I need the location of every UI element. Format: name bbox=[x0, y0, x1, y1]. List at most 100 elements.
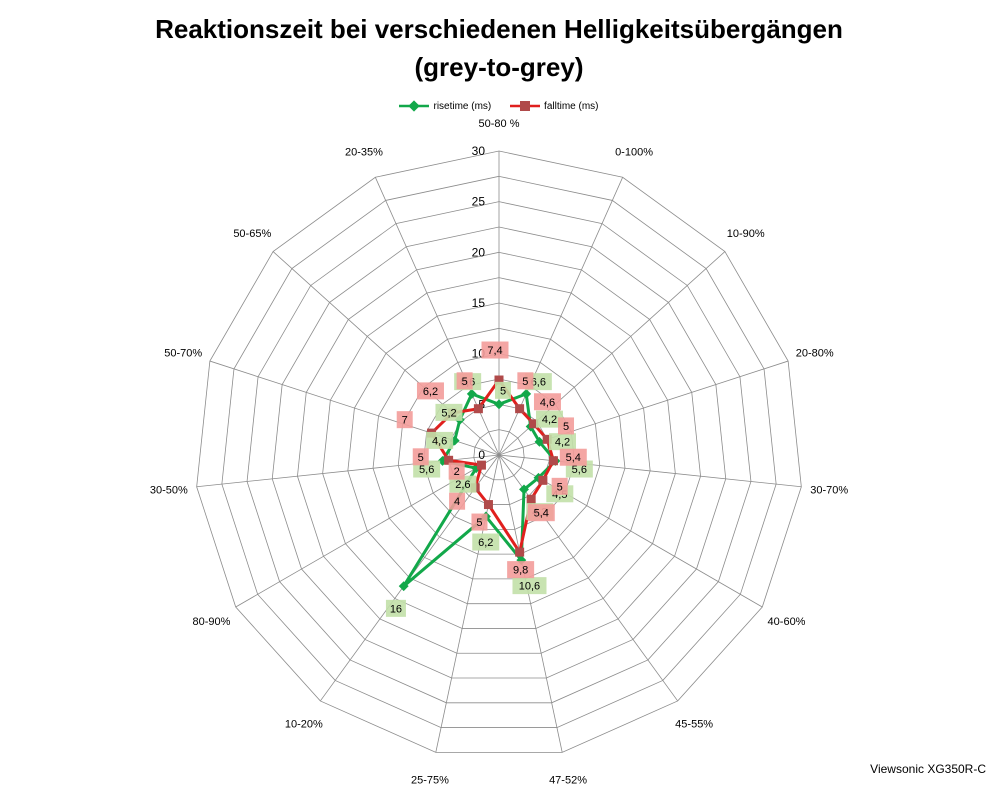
falltime-data-label: 5 bbox=[462, 376, 468, 388]
falltime-data-label: 5 bbox=[418, 452, 424, 464]
falltime-data-label-bg bbox=[527, 504, 555, 522]
risetime-point bbox=[534, 436, 545, 447]
falltime-data-label: 2 bbox=[454, 466, 460, 478]
axis-tick-label: 30 bbox=[472, 144, 486, 158]
risetime-data-label: 6,2 bbox=[478, 537, 493, 549]
risetime-point bbox=[521, 388, 532, 399]
risetime-data-label-bg bbox=[426, 431, 454, 449]
falltime-data-label-bg bbox=[449, 492, 466, 510]
axis-tick-label: 0 bbox=[478, 448, 485, 462]
axis-tick-label: 20 bbox=[472, 245, 486, 259]
falltime-data-label: 7 bbox=[402, 415, 408, 427]
chart-title-line2: (grey-to-grey) bbox=[414, 52, 584, 82]
falltime-data-label: 7,4 bbox=[487, 345, 502, 357]
falltime-point bbox=[483, 500, 493, 510]
grid-ring bbox=[196, 150, 802, 753]
risetime-data-label-bg bbox=[385, 599, 406, 617]
chart-legend: risetime (ms) falltime (ms) bbox=[0, 100, 998, 115]
risetime-data-label-bg bbox=[472, 533, 500, 551]
falltime-data-label-bg bbox=[456, 372, 473, 390]
falltime-data-label-bg bbox=[416, 382, 444, 400]
falltime-data-label-bg bbox=[471, 513, 488, 531]
risetime-data-label: 4,2 bbox=[542, 414, 557, 426]
grid-ring bbox=[221, 175, 777, 728]
grid-spoke bbox=[272, 251, 500, 456]
risetime-data-label-bg bbox=[449, 475, 477, 493]
category-label: 30-70% bbox=[810, 485, 848, 497]
category-label: 30-50% bbox=[150, 485, 188, 497]
grid-spoke bbox=[498, 454, 563, 753]
falltime-data-label-bg bbox=[448, 462, 465, 480]
falltime-point bbox=[444, 455, 454, 465]
risetime-data-label-bg bbox=[495, 381, 511, 399]
category-label: 25-75% bbox=[411, 775, 449, 786]
category-label: 50-65% bbox=[233, 228, 271, 240]
axis-tick-label: 25 bbox=[472, 195, 486, 209]
falltime-data-label-bg bbox=[481, 341, 509, 359]
legend-label-risetime: risetime (ms) bbox=[433, 100, 492, 112]
risetime-data-label: 5,2 bbox=[441, 407, 456, 419]
falltime-point bbox=[542, 434, 552, 444]
risetime-data-label: 16 bbox=[390, 603, 402, 615]
risetime-line bbox=[402, 392, 557, 588]
falltime-line bbox=[430, 378, 555, 554]
category-label: 50-70% bbox=[164, 347, 202, 359]
risetime-point bbox=[466, 388, 477, 399]
category-label: 47-52% bbox=[549, 775, 587, 786]
risetime-data-label: 6,6 bbox=[531, 377, 546, 389]
risetime-point bbox=[519, 484, 529, 495]
legend-item-falltime: falltime (ms) bbox=[510, 100, 599, 112]
risetime-data-label-bg bbox=[512, 577, 547, 595]
grid-ring bbox=[322, 277, 676, 629]
category-label: 20-35% bbox=[345, 147, 383, 159]
falltime-data-label-bg bbox=[558, 417, 575, 435]
falltime-data-label: 9,8 bbox=[513, 565, 528, 577]
falltime-data-label: 6,2 bbox=[423, 386, 438, 398]
legend-falltime-marker bbox=[510, 101, 541, 111]
falltime-point bbox=[526, 494, 536, 504]
risetime-data-label: 10,6 bbox=[519, 581, 540, 593]
legend-item-risetime: risetime (ms) bbox=[399, 100, 491, 112]
risetime-data-label-bg bbox=[535, 410, 563, 428]
category-label: 40-60% bbox=[768, 616, 806, 628]
falltime-data-label-bg bbox=[533, 393, 561, 411]
legend-risetime-marker bbox=[399, 100, 430, 112]
falltime-data-label: 4,6 bbox=[540, 397, 555, 409]
grid-ring bbox=[271, 226, 727, 679]
category-label: 45-55% bbox=[675, 719, 713, 731]
category-label: 10-90% bbox=[727, 228, 765, 240]
falltime-data-label-bg bbox=[517, 372, 534, 390]
category-label: 10-20% bbox=[285, 719, 323, 731]
falltime-point bbox=[515, 404, 525, 414]
grid-ring bbox=[297, 251, 701, 654]
grid-ring bbox=[372, 327, 626, 580]
falltime-point bbox=[476, 460, 486, 470]
grid-ring bbox=[246, 201, 752, 704]
grid-ring bbox=[473, 429, 525, 481]
category-label: 80-90% bbox=[193, 616, 231, 628]
falltime-point bbox=[538, 475, 548, 485]
risetime-data-label: 4,6 bbox=[432, 435, 447, 447]
falltime-data-label-bg bbox=[559, 448, 587, 466]
falltime-data-label: 5 bbox=[557, 481, 563, 493]
risetime-point bbox=[398, 581, 409, 592]
falltime-point bbox=[529, 419, 539, 429]
grid-ring bbox=[397, 353, 601, 555]
risetime-data-label: 4,2 bbox=[555, 437, 570, 449]
chart-title: Reaktionszeit bei verschiedenen Helligke… bbox=[0, 10, 998, 86]
category-label: 0-100% bbox=[615, 147, 653, 159]
category-label: 50-80 % bbox=[479, 118, 520, 130]
falltime-point bbox=[494, 375, 504, 385]
falltime-point bbox=[515, 547, 525, 557]
risetime-data-label: 5,6 bbox=[419, 464, 434, 476]
risetime-data-label-bg bbox=[435, 403, 463, 421]
falltime-data-label: 5 bbox=[522, 376, 528, 388]
falltime-data-label: 4 bbox=[454, 496, 460, 508]
risetime-data-label: 5 bbox=[500, 385, 506, 397]
risetime-data-label-bg bbox=[548, 433, 576, 451]
legend-label-falltime: falltime (ms) bbox=[544, 100, 599, 112]
falltime-data-label-bg bbox=[551, 477, 568, 495]
falltime-data-label-bg bbox=[396, 411, 413, 429]
falltime-point bbox=[548, 456, 558, 466]
